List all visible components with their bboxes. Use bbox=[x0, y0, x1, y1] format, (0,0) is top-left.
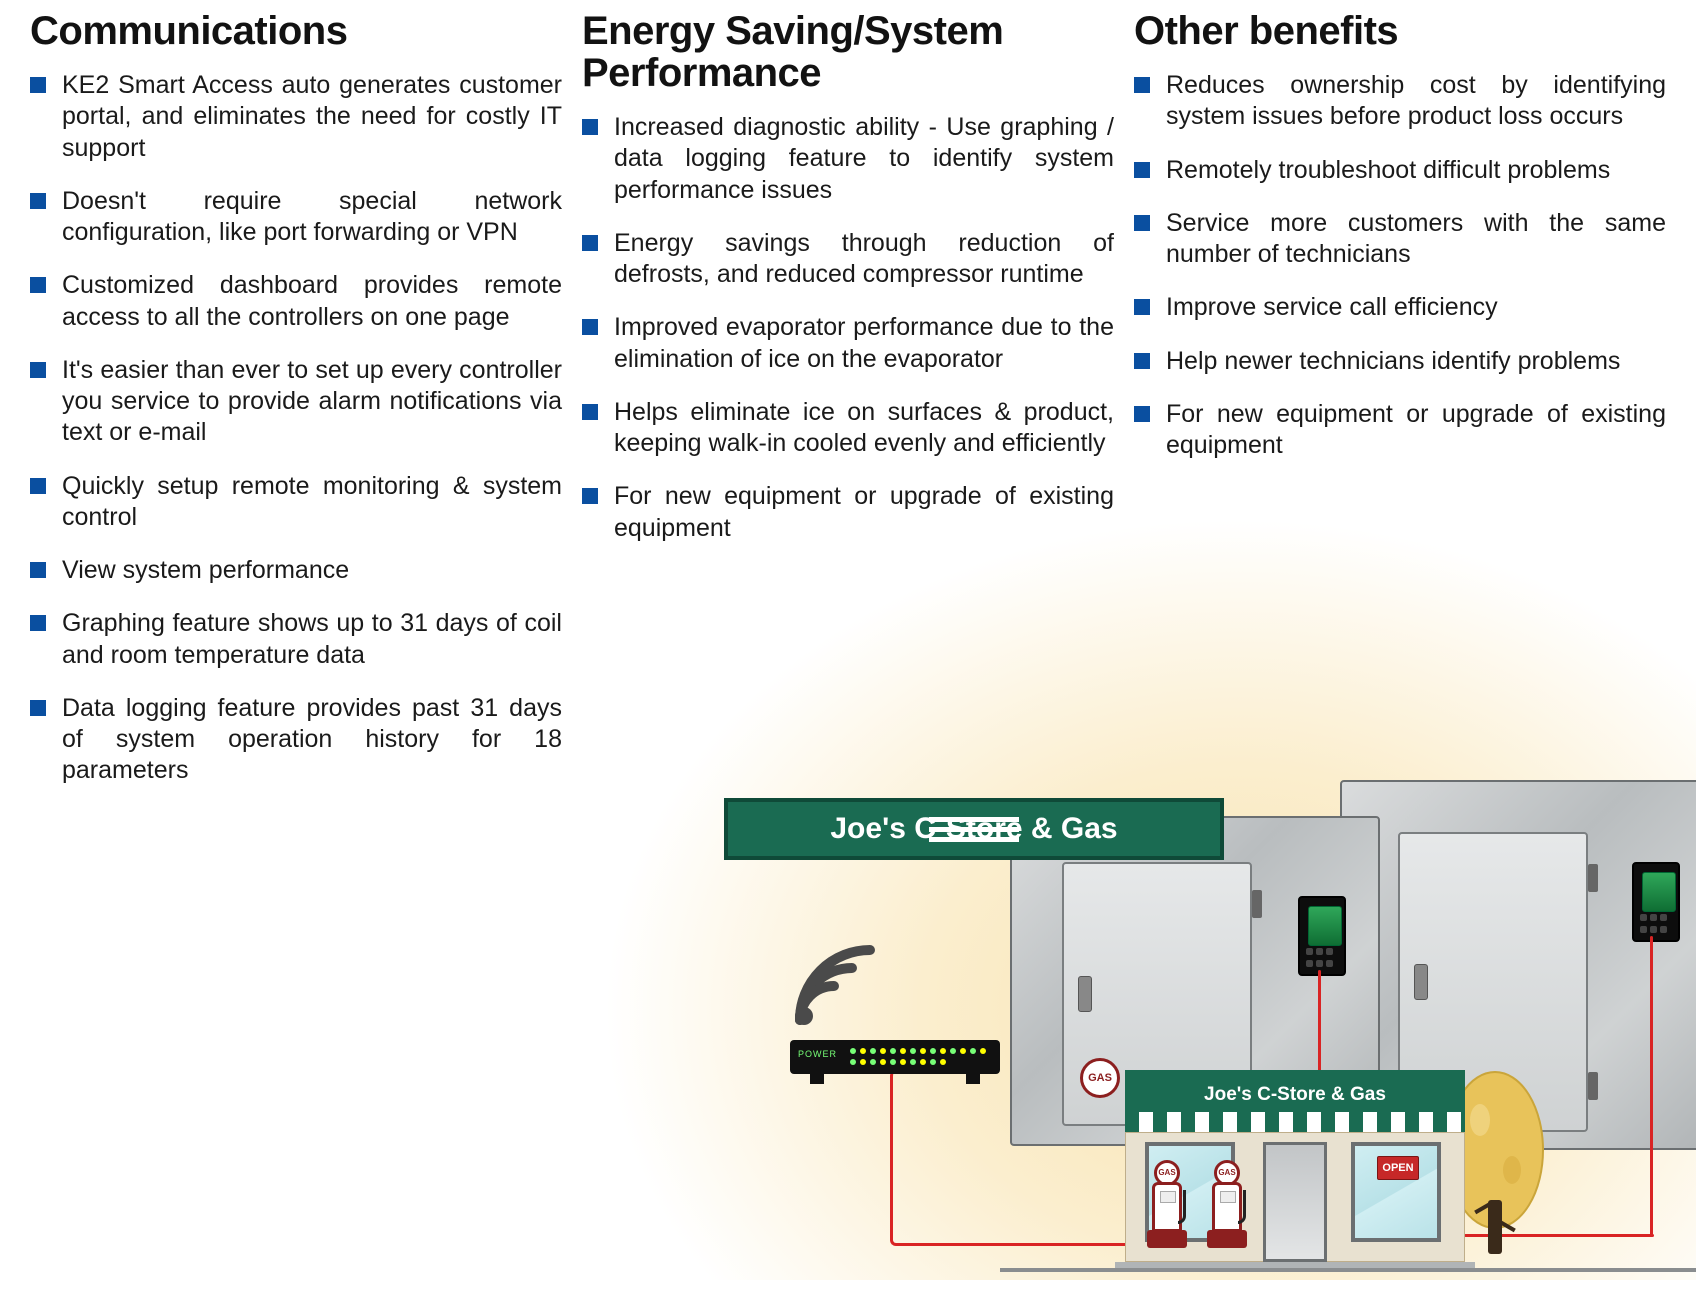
list-item: Increased diagnostic ability - Use graph… bbox=[582, 112, 1114, 206]
store-sign-small: Joe's C-Store & Gas bbox=[1125, 1078, 1465, 1112]
evap-controller-icon bbox=[1632, 862, 1680, 942]
list-item: Helps eliminate ice on surfaces & produc… bbox=[582, 397, 1114, 460]
hinge-icon bbox=[1252, 890, 1262, 918]
list-item: Improved evaporator performance due to t… bbox=[582, 312, 1114, 375]
store-window-right: OPEN bbox=[1351, 1142, 1441, 1242]
heading-other: Other benefits bbox=[1134, 10, 1666, 52]
heading-communications: Communications bbox=[30, 10, 562, 52]
illustration: GAS Joe's C-Store & Gas POWER bbox=[700, 770, 1696, 1290]
list-item: Improve service call efficiency bbox=[1134, 292, 1666, 323]
list-item: Customized dashboard provides remote acc… bbox=[30, 270, 562, 333]
list-item: Remotely troubleshoot difficult problems bbox=[1134, 155, 1666, 186]
list-item: Graphing feature shows up to 31 days of … bbox=[30, 608, 562, 671]
ground-line bbox=[1000, 1268, 1696, 1272]
list-item: For new equipment or upgrade of existing… bbox=[1134, 399, 1666, 462]
hinge-icon bbox=[1588, 1072, 1598, 1100]
router-label: POWER bbox=[798, 1049, 837, 1059]
list-item: Energy savings through reduction of defr… bbox=[582, 228, 1114, 291]
evap-controller-icon bbox=[1298, 896, 1346, 976]
list-item: For new equipment or upgrade of existing… bbox=[582, 481, 1114, 544]
columns-container: Communications KE2 Smart Access auto gen… bbox=[0, 0, 1696, 809]
column-communications: Communications KE2 Smart Access auto gen… bbox=[30, 10, 562, 809]
list-item: Reduces ownership cost by identifying sy… bbox=[1134, 70, 1666, 133]
door-handle-icon bbox=[1078, 976, 1092, 1012]
column-energy: Energy Saving/System Performance Increas… bbox=[582, 10, 1114, 809]
list-other: Reduces ownership cost by identifying sy… bbox=[1134, 70, 1666, 461]
wire bbox=[1650, 936, 1653, 1236]
router-leds bbox=[850, 1048, 990, 1066]
list-item: Data logging feature provides past 31 da… bbox=[30, 693, 562, 787]
list-item: Service more customers with the same num… bbox=[1134, 208, 1666, 271]
list-item: It's easier than ever to set up every co… bbox=[30, 355, 562, 449]
wifi-icon bbox=[770, 920, 890, 1030]
open-sign: OPEN bbox=[1377, 1156, 1419, 1180]
list-communications: KE2 Smart Access auto generates customer… bbox=[30, 70, 562, 787]
gas-pump-icon bbox=[1210, 1160, 1244, 1250]
store-door bbox=[1263, 1142, 1327, 1262]
router-icon: POWER bbox=[790, 1040, 1000, 1074]
router-foot bbox=[810, 1074, 824, 1084]
list-item: Doesn't require special network configur… bbox=[30, 186, 562, 249]
store-roof bbox=[1125, 1070, 1465, 1078]
list-item: View system performance bbox=[30, 555, 562, 586]
router-foot bbox=[966, 1074, 980, 1084]
list-item: Quickly setup remote monitoring & system… bbox=[30, 471, 562, 534]
gas-pump-icon bbox=[1150, 1160, 1184, 1250]
sign-text: Joe's C-Store & Gas bbox=[830, 814, 1117, 844]
heading-energy: Energy Saving/System Performance bbox=[582, 10, 1114, 94]
list-item: Help newer technicians identify problems bbox=[1134, 346, 1666, 377]
wire bbox=[1318, 970, 1321, 1080]
column-other: Other benefits Reduces ownership cost by… bbox=[1134, 10, 1666, 809]
awning-icon bbox=[1125, 1112, 1465, 1132]
store-sign-large: Joe's C-Store & Gas bbox=[724, 798, 1224, 860]
list-item: KE2 Smart Access auto generates customer… bbox=[30, 70, 562, 164]
door-handle-icon bbox=[1414, 964, 1428, 1000]
tree-trunk bbox=[1488, 1200, 1502, 1254]
list-energy: Increased diagnostic ability - Use graph… bbox=[582, 112, 1114, 544]
hinge-icon bbox=[1588, 864, 1598, 892]
